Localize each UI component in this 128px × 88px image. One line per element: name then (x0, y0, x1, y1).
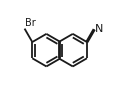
Text: Br: Br (25, 18, 36, 28)
Text: N: N (95, 24, 103, 34)
